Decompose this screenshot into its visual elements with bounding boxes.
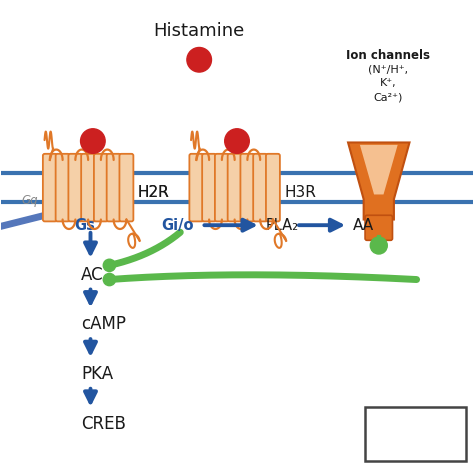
FancyBboxPatch shape [190, 154, 203, 221]
Circle shape [187, 47, 211, 72]
FancyBboxPatch shape [55, 154, 70, 221]
Polygon shape [360, 145, 398, 194]
Text: Gi/o: Gi/o [161, 218, 194, 233]
Circle shape [103, 259, 116, 272]
FancyBboxPatch shape [253, 154, 267, 221]
Text: PKA: PKA [81, 365, 113, 383]
FancyBboxPatch shape [107, 154, 120, 221]
Text: H2R: H2R [138, 184, 170, 200]
Circle shape [370, 237, 387, 254]
FancyBboxPatch shape [119, 154, 133, 221]
FancyBboxPatch shape [202, 154, 216, 221]
FancyBboxPatch shape [81, 154, 95, 221]
Polygon shape [348, 143, 410, 219]
FancyBboxPatch shape [266, 154, 280, 221]
FancyBboxPatch shape [215, 154, 229, 221]
Bar [365, 407, 466, 462]
Circle shape [81, 129, 105, 154]
Circle shape [225, 129, 249, 154]
Text: AA: AA [353, 218, 374, 233]
Text: Histamine: Histamine [154, 22, 245, 40]
Text: CREB: CREB [81, 415, 126, 433]
FancyBboxPatch shape [94, 154, 108, 221]
Text: Gs: Gs [74, 218, 95, 233]
Text: H3R: H3R [284, 184, 316, 200]
Circle shape [103, 273, 116, 286]
Text: (N⁺/H⁺,
K⁺,
Ca²⁺): (N⁺/H⁺, K⁺, Ca²⁺) [368, 64, 408, 102]
Text: AC: AC [81, 266, 104, 284]
FancyBboxPatch shape [68, 154, 82, 221]
FancyBboxPatch shape [365, 215, 392, 240]
Text: H2R: H2R [138, 184, 170, 200]
Text: cAMP: cAMP [81, 315, 126, 333]
Text: Gq: Gq [22, 194, 38, 207]
FancyBboxPatch shape [43, 154, 57, 221]
FancyBboxPatch shape [240, 154, 255, 221]
Text: Ion channels: Ion channels [346, 49, 430, 62]
Text: PLA₂: PLA₂ [265, 218, 299, 233]
FancyBboxPatch shape [228, 154, 242, 221]
